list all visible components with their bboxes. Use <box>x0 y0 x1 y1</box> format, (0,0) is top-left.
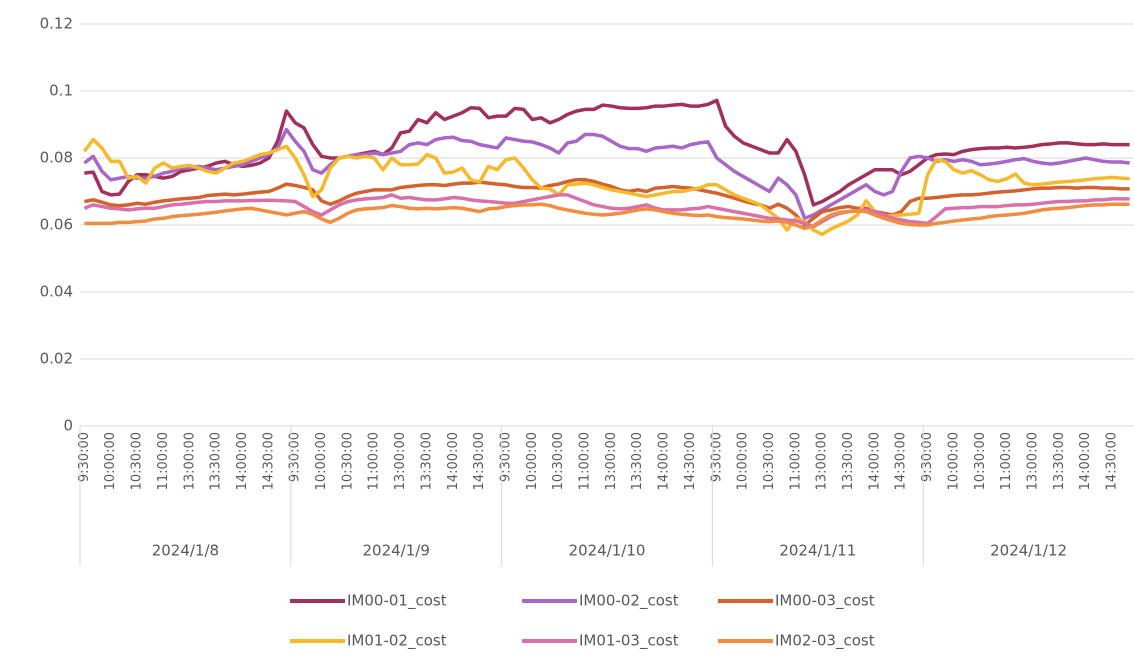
series-line <box>84 98 1130 207</box>
x-tick-label: 10:00:00 <box>946 432 961 490</box>
x-tick-label: 10:30:00 <box>973 432 988 490</box>
x-tick-label: 14:30:00 <box>261 432 276 490</box>
x-tick-label: 14:30:00 <box>894 432 909 490</box>
x-tick-label: 14:30:00 <box>1105 432 1120 490</box>
x-tick-label: 10:30:00 <box>130 432 145 490</box>
x-tick-label: 14:00:00 <box>446 432 461 490</box>
x-tick-label: 14:00:00 <box>235 432 250 490</box>
group-label: 2024/1/12 <box>990 542 1067 560</box>
x-tick-label: 14:30:00 <box>683 432 698 490</box>
x-tick-label: 14:00:00 <box>1078 432 1093 490</box>
x-tick-label: 11:00:00 <box>999 432 1014 490</box>
x-tick-label: 10:30:00 <box>551 432 566 490</box>
legend-label: IM00-01_cost <box>347 592 447 611</box>
x-tick-label: 13:00:00 <box>1025 432 1040 490</box>
legend-label: IM02-03_cost <box>775 632 875 651</box>
x-tick-label: 13:30:00 <box>209 432 224 490</box>
x-tick-label: 13:00:00 <box>393 432 408 490</box>
y-tick-label: 0.04 <box>40 283 73 301</box>
x-tick-label: 9:30:00 <box>288 432 303 482</box>
x-tick-label: 14:00:00 <box>867 432 882 490</box>
x-tick-label: 10:00:00 <box>314 432 329 490</box>
y-tick-label: 0.12 <box>40 15 73 33</box>
x-tick-label: 13:30:00 <box>419 432 434 490</box>
x-tick-label: 10:00:00 <box>525 432 540 490</box>
series-line <box>84 178 1130 227</box>
x-tick-label: 9:30:00 <box>77 432 92 482</box>
y-tick-label: 0 <box>63 417 73 435</box>
x-tick-label: 13:00:00 <box>815 432 830 490</box>
legend-label: IM01-02_cost <box>347 632 447 651</box>
legend-label: IM00-03_cost <box>775 592 875 611</box>
x-tick-label: 14:30:00 <box>472 432 487 490</box>
x-tick-label: 11:00:00 <box>578 432 593 490</box>
group-label: 2024/1/10 <box>569 542 646 560</box>
x-tick-label: 11:00:00 <box>156 432 171 490</box>
group-label: 2024/1/8 <box>152 542 219 560</box>
y-tick-label: 0.08 <box>40 149 73 167</box>
x-tick-label: 13:30:00 <box>1052 432 1067 490</box>
x-tick-label: 9:30:00 <box>709 432 724 482</box>
series-line <box>83 127 1130 221</box>
y-tick-label: 0.02 <box>40 350 73 368</box>
x-tick-label: 10:00:00 <box>103 432 118 490</box>
x-tick-label: 9:30:00 <box>498 432 513 482</box>
x-tick-label: 13:30:00 <box>630 432 645 490</box>
x-tick-label: 13:00:00 <box>604 432 619 490</box>
x-tick-label: 10:30:00 <box>762 432 777 490</box>
x-tick-label: 10:30:00 <box>340 432 355 490</box>
y-tick-label: 0.1 <box>49 82 73 100</box>
series-line <box>83 193 1130 229</box>
legend-label: IM01-03_cost <box>579 632 679 651</box>
group-label: 2024/1/9 <box>363 542 430 560</box>
x-tick-label: 11:00:00 <box>367 432 382 490</box>
group-label: 2024/1/11 <box>779 542 856 560</box>
x-tick-label: 11:00:00 <box>788 432 803 490</box>
series-line <box>82 137 1130 237</box>
x-tick-label: 9:30:00 <box>920 432 935 482</box>
y-tick-label: 0.06 <box>40 216 73 234</box>
x-tick-label: 13:00:00 <box>182 432 197 490</box>
series-line <box>84 202 1130 231</box>
legend-label: IM00-02_cost <box>579 592 679 611</box>
x-tick-label: 13:30:00 <box>841 432 856 490</box>
x-tick-label: 14:00:00 <box>657 432 672 490</box>
x-tick-label: 10:00:00 <box>736 432 751 490</box>
